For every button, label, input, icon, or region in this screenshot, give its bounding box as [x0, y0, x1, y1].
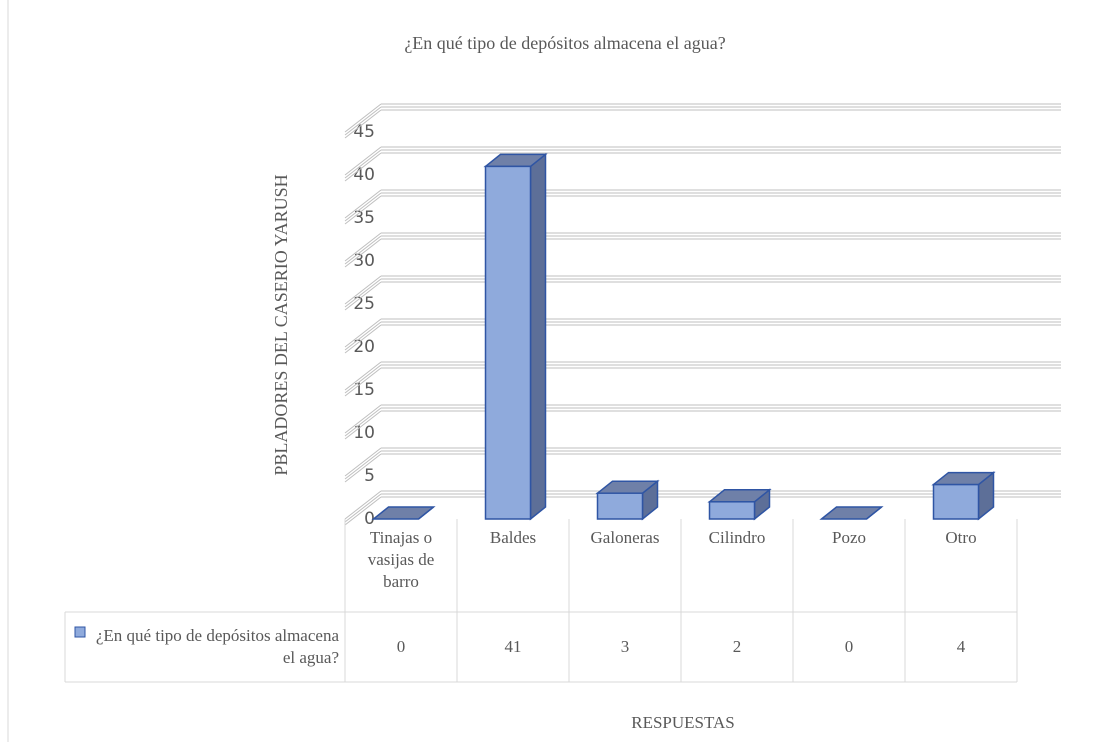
x-tick-label: Otro [945, 528, 977, 547]
grid-line [344, 361, 382, 391]
grid-line [344, 106, 382, 136]
x-tick-label: Galoneras [590, 528, 660, 547]
grid-line [344, 496, 382, 526]
grid-line [344, 407, 382, 437]
y-tick-label: 30 [353, 251, 375, 271]
x-tick-label: Cilindro [708, 528, 766, 547]
bar [596, 492, 644, 520]
y-tick-label: 35 [353, 208, 375, 228]
grid-line [344, 490, 382, 520]
bar-side [529, 152, 547, 521]
grid-line [344, 189, 382, 219]
data-table-value: 0 [844, 637, 854, 656]
grid-line [344, 410, 382, 440]
grid-line [344, 238, 382, 268]
grid-line [344, 275, 382, 305]
grid-line [344, 281, 382, 311]
data-table-value: 3 [620, 637, 630, 656]
grid-line [344, 232, 382, 262]
bar-top [819, 506, 884, 520]
x-tick-label: Pozo [832, 528, 866, 547]
y-tick-label: 25 [353, 294, 375, 314]
data-table-value: 2 [732, 637, 742, 656]
grid-line [344, 321, 382, 351]
grid-line [344, 450, 382, 480]
y-tick-label: 15 [353, 380, 375, 400]
y-tick-label: 40 [353, 165, 375, 185]
grid-line [344, 109, 382, 139]
grid-line [344, 149, 382, 179]
bar [708, 501, 756, 520]
grid-line [344, 278, 382, 308]
grid-line [344, 404, 382, 434]
x-axis-label: RESPUESTAS [631, 713, 735, 732]
y-tick-label: 0 [364, 509, 375, 529]
grid-line [344, 453, 382, 483]
x-tick-label: Baldes [489, 528, 537, 547]
grid-line [344, 367, 382, 397]
y-tick-label: 45 [353, 122, 375, 142]
data-table-value: 0 [396, 637, 406, 656]
grid-line [344, 192, 382, 222]
data-table-value: 4 [956, 637, 966, 656]
y-tick-label: 20 [353, 337, 375, 357]
grid-line [344, 146, 382, 176]
y-axis-label: PBLADORES DEL CASERIO YARUSH [271, 174, 291, 475]
grid-line [344, 324, 382, 354]
bar [484, 165, 532, 520]
legend-swatch [74, 626, 86, 638]
grid-line [344, 152, 382, 182]
grid-line [344, 103, 382, 133]
chart-title: ¿En qué tipo de depósitos almacena el ag… [404, 33, 725, 53]
grid-line [344, 195, 382, 225]
data-table-value: 41 [504, 637, 522, 656]
bar-top [371, 506, 436, 520]
grid-line [344, 493, 382, 523]
grid-line [344, 364, 382, 394]
bar [932, 483, 980, 520]
y-tick-label: 10 [353, 423, 375, 443]
grid-line [344, 318, 382, 348]
legend-label: ¿En qué tipo de depósitos almacena el ag… [95, 626, 339, 667]
grid-line [344, 235, 382, 265]
grid-line [344, 447, 382, 477]
x-tick-label: Tinajas o vasijas de barro [367, 528, 435, 591]
y-tick-label: 5 [364, 466, 375, 486]
